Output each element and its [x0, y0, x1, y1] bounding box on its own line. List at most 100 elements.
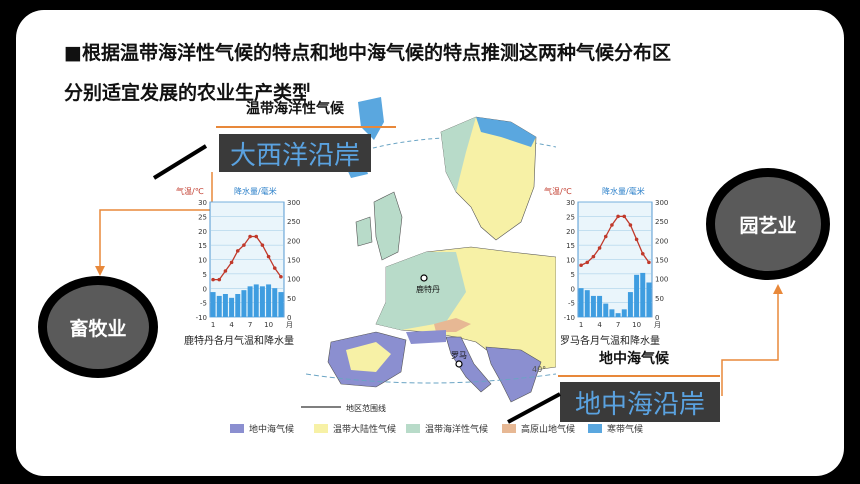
rotterdam-temp-point-5	[235, 249, 240, 253]
rome-right-tick-4: 200	[655, 237, 668, 245]
rotterdam-temp-point-3	[223, 269, 228, 273]
rome-precip-bar-5	[603, 303, 609, 317]
rotterdam-precip-bar-12	[278, 292, 284, 317]
rotterdam-precip-bar-6	[241, 290, 247, 317]
agriculture-circle-livestock: 畜牧业	[38, 276, 158, 378]
map-legend: 地中海气候 温带大陆性气候 温带海洋性气候 高原山地气候 寒带气候	[230, 422, 650, 442]
rome-temp-point-8	[622, 214, 627, 219]
rome-temp-point-6	[610, 223, 614, 227]
rotterdam-left-tick-2: 0	[203, 285, 207, 293]
rome-precip-bar-4	[597, 295, 603, 317]
rotterdam-x-tick-1: 4	[229, 321, 234, 329]
rome-right-tick-5: 250	[655, 218, 668, 226]
rome-right-tick-6: 300	[655, 199, 668, 207]
slide: ■根据温带海洋性气候的特点和地中海气候的特点推测这两种气候分布区 分别适宜发展的…	[16, 10, 844, 476]
rotterdam-x-tick-3: 10	[264, 321, 273, 329]
rotterdam-precip-bar-1	[210, 292, 216, 317]
agriculture-circle-horticulture: 园艺业	[706, 168, 830, 280]
rome-x-tick-3: 10	[632, 321, 641, 329]
right-region-box: 地中海沿岸	[560, 382, 720, 422]
rotterdam-climate-chart: 气温/℃ 降水量/毫米-10-50510152025300501001502002…	[176, 186, 300, 329]
rome-left-axis-title: 气温/℃	[544, 186, 572, 196]
rotterdam-temp-point-11	[272, 266, 277, 270]
rotterdam-temp-point-6	[242, 243, 246, 247]
left-orange-connector	[95, 172, 213, 276]
map-region-west-europe-oceanic	[376, 252, 466, 330]
map-region-alps	[434, 318, 471, 332]
rotterdam-precip-bar-2	[216, 295, 222, 317]
rotterdam-precip-bar-3	[222, 294, 228, 317]
europe-climate-map: 40° 鹿特丹 罗马	[306, 92, 556, 417]
rome-temp-point-11	[640, 251, 645, 256]
rome-temp-point-2	[585, 260, 590, 265]
rome-precip-bar-7	[615, 313, 621, 317]
rome-left-tick-2: 0	[571, 285, 575, 293]
rome-left-tick-7: 25	[566, 213, 575, 221]
rome-left-tick-3: 5	[571, 271, 575, 279]
left-climate-label: 温带海洋性气候	[246, 101, 344, 117]
rotterdam-temp-point-10	[266, 254, 271, 259]
agriculture-horticulture-label: 园艺业	[739, 214, 797, 237]
rome-temp-point-5	[603, 234, 608, 239]
rome-temp-point-4	[597, 246, 602, 250]
legend-swatch-highland	[502, 424, 516, 433]
rotterdam-left-tick-3: 5	[203, 271, 207, 279]
rome-precip-bar-9	[627, 292, 633, 317]
rotterdam-temp-point-12	[279, 274, 283, 279]
rome-left-tick-6: 20	[566, 228, 575, 236]
rome-right-tick-1: 50	[655, 295, 664, 303]
rome-precip-bar-6	[609, 309, 615, 317]
left-region-box: 大西洋沿岸	[219, 134, 371, 172]
rotterdam-left-tick-6: 20	[198, 228, 207, 236]
rome-x-tick-0: 1	[579, 321, 583, 329]
right-orange-connector	[721, 284, 783, 396]
legend-swatch-continental	[314, 424, 328, 433]
map-region-balkans	[485, 346, 542, 403]
rome-x-tick-2: 7	[616, 321, 620, 329]
rotterdam-right-tick-3: 150	[287, 257, 300, 265]
map-city-rotterdam: 鹿特丹	[416, 284, 440, 294]
rotterdam-temp-point-8	[254, 234, 259, 239]
rotterdam-precip-bar-11	[272, 288, 278, 317]
map-region-south-france	[406, 330, 446, 344]
rome-right-tick-2: 100	[655, 276, 668, 284]
map-region-iberia-interior	[346, 342, 391, 372]
rotterdam-left-axis-title: 气温/℃	[176, 186, 204, 196]
left-underline	[216, 126, 396, 128]
legend-swatch-polar	[588, 424, 602, 433]
rome-precip-bar-1	[578, 288, 584, 317]
rotterdam-right-tick-6: 300	[287, 199, 300, 207]
left-black-slash	[152, 144, 208, 180]
map-region-britain	[373, 191, 403, 261]
rome-x-tick-1: 4	[597, 321, 602, 329]
rotterdam-temp-point-9	[260, 243, 265, 247]
agriculture-livestock-label: 畜牧业	[69, 317, 127, 340]
rome-temp-point-1	[579, 263, 583, 268]
rotterdam-left-tick-8: 30	[198, 199, 207, 207]
rome-precip-bar-2	[584, 290, 590, 317]
rome-left-tick-0: -10	[564, 314, 575, 322]
rome-right-tick-0: 0	[655, 314, 659, 322]
map-city-rotterdam-marker	[420, 274, 428, 282]
map-lat-label: 40°	[532, 365, 546, 374]
rotterdam-left-tick-1: -5	[200, 300, 207, 308]
map-region-norway-coast	[441, 117, 476, 192]
rome-climate-chart: 气温/℃ 降水量/毫米-10-50510152025300501001502002…	[544, 186, 668, 329]
map-city-rome-marker	[455, 360, 463, 368]
rotterdam-x-tick-0: 1	[211, 321, 215, 329]
rotterdam-right-tick-0: 0	[287, 314, 291, 322]
rome-precip-bar-3	[590, 295, 596, 317]
legend-swatch-mediterranean	[230, 424, 244, 433]
rotterdam-x-unit: 月	[286, 321, 293, 329]
rome-right-axis-title: 降水量/毫米	[602, 186, 645, 196]
rome-left-tick-8: 30	[566, 199, 575, 207]
rotterdam-precip-bar-10	[266, 284, 272, 317]
boundary-label: 地区范围线	[346, 404, 386, 413]
rome-left-tick-5: 15	[566, 242, 575, 250]
rome-precip-bar-11	[640, 272, 646, 317]
rotterdam-precip-bar-5	[235, 294, 241, 317]
rotterdam-x-tick-2: 7	[248, 321, 252, 329]
legend-item-mediterranean: 地中海气候	[230, 422, 294, 435]
rome-temp-point-10	[634, 237, 639, 242]
rotterdam-left-tick-4: 10	[198, 257, 207, 265]
